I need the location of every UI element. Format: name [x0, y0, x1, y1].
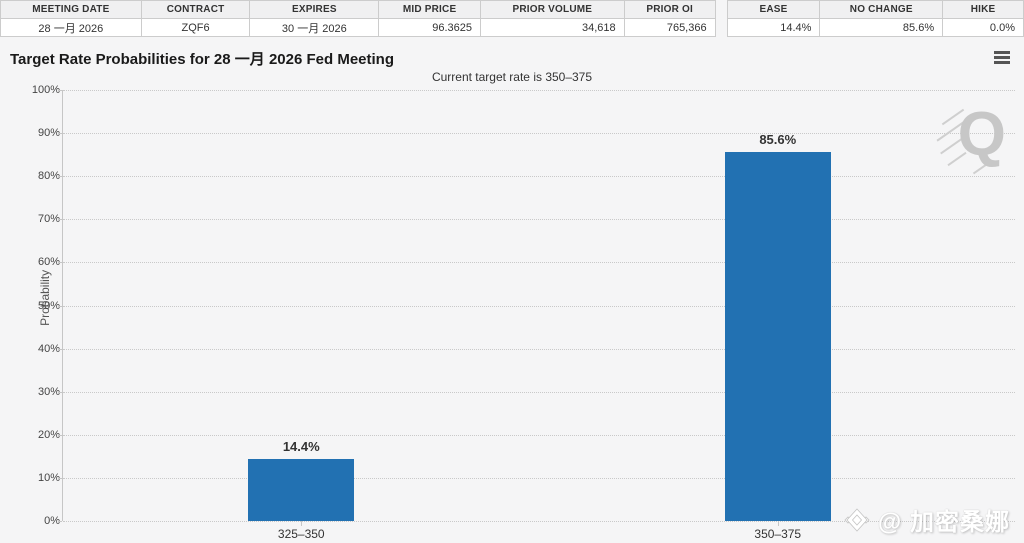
y-tick-mark [58, 90, 62, 91]
hamburger-menu-icon[interactable] [994, 51, 1010, 64]
column-header: HIKE [942, 0, 1024, 19]
y-tick-label: 50% [37, 299, 60, 312]
y-tick-mark [58, 521, 62, 522]
cell-value: 28 一月 2026 [0, 18, 142, 37]
y-tick-label: 80% [37, 170, 60, 183]
y-tick-mark [58, 262, 62, 264]
gridline [63, 434, 1015, 436]
probability-bar[interactable] [724, 152, 831, 521]
column-header: PRIOR VOLUME [480, 0, 625, 19]
bar-value-label: 14.4% [282, 438, 320, 454]
probability-bar[interactable] [248, 458, 355, 521]
cell-value: 0.0% [942, 18, 1024, 37]
cell-value: 96.3625 [378, 18, 482, 37]
cell-value: 14.4% [726, 18, 821, 37]
gridline [63, 391, 1015, 393]
y-tick-label: 60% [37, 256, 60, 269]
y-tick-label: 30% [37, 385, 60, 398]
y-tick-mark [58, 219, 62, 221]
column-header: NO CHANGE [819, 0, 944, 19]
y-tick-mark [58, 305, 62, 307]
y-tick-label: 0% [44, 515, 60, 527]
column-header: MEETING DATE [0, 0, 142, 19]
y-tick-mark [58, 391, 62, 393]
y-tick-label: 40% [37, 342, 60, 355]
gridline [63, 262, 1015, 264]
chart-title: Target Rate Probabilities for 28 一月 2026… [10, 51, 394, 68]
y-tick-mark [58, 348, 62, 350]
y-tick-label: 10% [37, 471, 60, 484]
column-header: PRIOR OI [623, 0, 716, 19]
table-gap [715, 0, 727, 37]
probability-summary-table: EASE NO CHANGE HIKE 14.4% 85.6% 0.0% [726, 0, 1024, 37]
column-header: CONTRACT [140, 0, 251, 19]
y-tick-mark [58, 133, 62, 135]
gridline [63, 219, 1015, 221]
cell-value: 34,618 [480, 18, 625, 37]
gridline [63, 133, 1015, 135]
bar-chart-plot-area: Probability 0% 10% 20% 30% 40% 50% 60% 70% 80% 90… [32, 84, 1015, 541]
x-category-label: 350–375 [754, 527, 802, 541]
x-tick-mark [777, 521, 779, 526]
y-tick-label: 90% [37, 127, 60, 140]
gridline [63, 477, 1015, 479]
gridline [63, 348, 1015, 350]
y-tick-mark [58, 477, 62, 479]
cell-value: 85.6% [819, 18, 944, 37]
y-tick-mark [58, 176, 62, 178]
cell-value: 765,366 [623, 18, 716, 37]
y-axis-title: Probability [38, 269, 53, 326]
contract-summary-tables: MEETING DATE CONTRACT EXPIRES MID PRICE PRIO… [0, 0, 1024, 37]
x-category-label: 325–350 [277, 527, 325, 541]
gridline [63, 176, 1015, 178]
y-tick-mark [58, 434, 62, 436]
y-tick-label: 20% [37, 428, 60, 441]
y-tick-label: 70% [37, 213, 60, 226]
column-header: EASE [726, 0, 821, 19]
cell-value: ZQF6 [140, 18, 251, 37]
cell-value: 30 一月 2026 [249, 18, 380, 37]
contract-table: MEETING DATE CONTRACT EXPIRES MID PRICE PRIO… [0, 0, 716, 37]
gridline [63, 305, 1015, 307]
bar-value-label: 85.6% [759, 132, 797, 148]
gridline [63, 521, 1015, 522]
column-header: EXPIRES [249, 0, 380, 19]
gridline [63, 90, 1015, 91]
x-tick-mark [301, 521, 303, 526]
y-tick-label: 100% [31, 84, 60, 96]
column-header: MID PRICE [378, 0, 482, 19]
chart-subtitle: Current target rate is 350–375 [431, 70, 593, 84]
